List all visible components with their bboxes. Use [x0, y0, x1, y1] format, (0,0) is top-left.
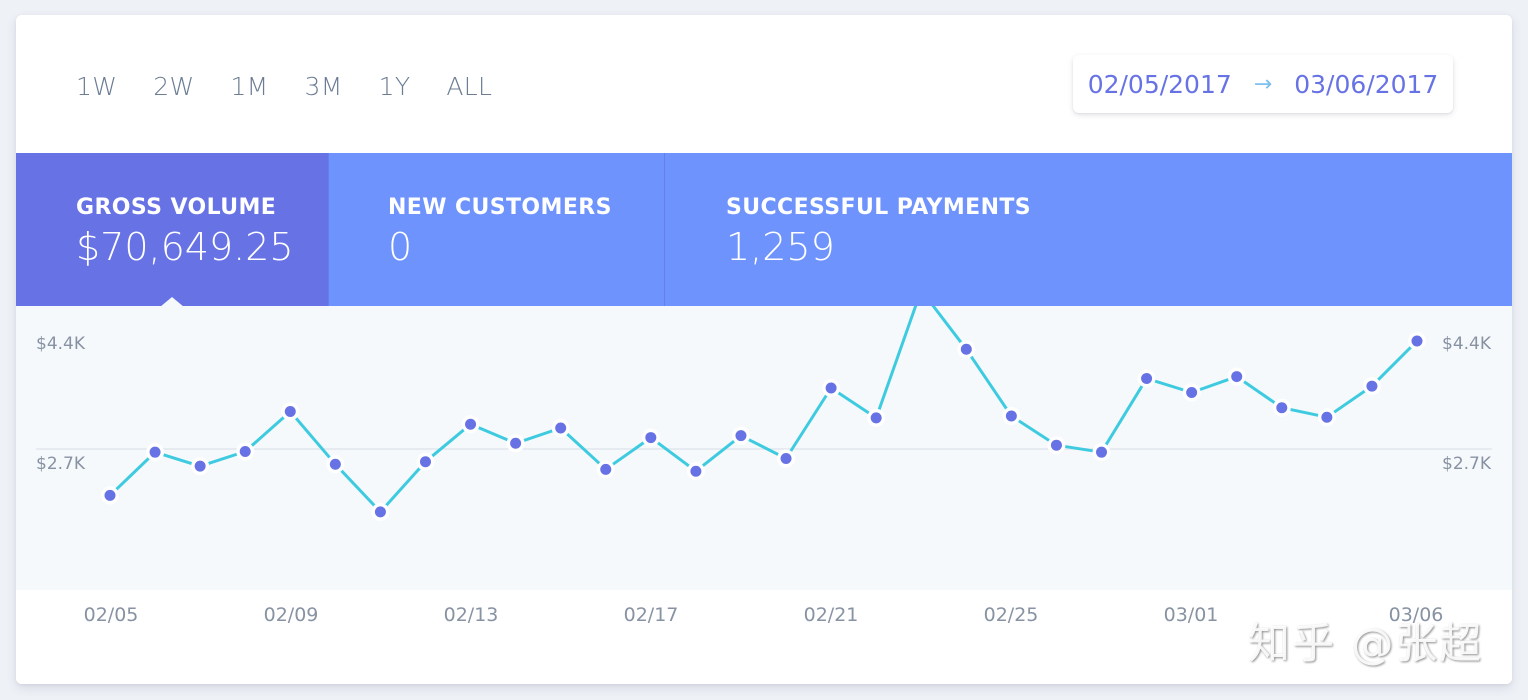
data-point[interactable]: [600, 463, 612, 475]
data-point[interactable]: [645, 432, 657, 444]
x-axis-label: 03/01: [1163, 604, 1219, 626]
watermark: 知乎 @张超: [1248, 619, 1484, 668]
range-all-button[interactable]: ALL: [446, 72, 493, 101]
y-axis-label-left-mid: $2.7K: [36, 454, 85, 474]
data-point[interactable]: [329, 458, 341, 470]
x-axis-label: 02/21: [803, 604, 859, 626]
data-point[interactable]: [1096, 446, 1108, 458]
data-point[interactable]: [555, 422, 567, 434]
data-point[interactable]: [419, 456, 431, 468]
data-point[interactable]: [194, 460, 206, 472]
data-point[interactable]: [239, 446, 251, 458]
data-point[interactable]: [1276, 402, 1288, 414]
data-point[interactable]: [1411, 335, 1423, 347]
tab-value: $70,649.25: [76, 225, 294, 269]
data-point[interactable]: [1321, 411, 1333, 423]
data-point[interactable]: [1050, 439, 1062, 451]
tab-gross-volume[interactable]: GROSS VOLUME $70,649.25: [16, 153, 329, 307]
tab-label: SUCCESSFUL PAYMENTS: [726, 195, 1032, 220]
data-point[interactable]: [1005, 410, 1017, 422]
data-point[interactable]: [825, 382, 837, 394]
x-axis-label: 02/25: [983, 604, 1039, 626]
range-2w-button[interactable]: 2W: [153, 72, 195, 101]
x-axis-label: 02/05: [83, 604, 139, 626]
y-axis-label-left-top: $4.4K: [36, 334, 85, 354]
data-point[interactable]: [780, 453, 792, 465]
data-point[interactable]: [465, 418, 477, 430]
start-date[interactable]: 02/05/2017: [1087, 69, 1232, 99]
metric-tabs: GROSS VOLUME $70,649.25 NEW CUSTOMERS 0 …: [16, 153, 1512, 307]
tab-value: 1,259: [726, 225, 835, 269]
tab-new-customers[interactable]: NEW CUSTOMERS 0: [329, 153, 665, 306]
range-selector: 1W 2W 1M 3M 1Y ALL: [76, 72, 528, 101]
volume-card: 1W 2W 1M 3M 1Y ALL 02/05/2017 → 03/06/20…: [16, 15, 1512, 684]
data-point[interactable]: [735, 430, 747, 442]
range-3m-button[interactable]: 3M: [304, 72, 343, 101]
range-1w-button[interactable]: 1W: [76, 72, 118, 101]
x-axis-label: 02/17: [623, 604, 679, 626]
data-point[interactable]: [284, 406, 296, 418]
x-axis-label: 03/06: [1388, 604, 1444, 626]
data-point[interactable]: [104, 489, 116, 501]
data-point[interactable]: [149, 446, 161, 458]
tab-label: GROSS VOLUME: [76, 195, 277, 220]
data-point[interactable]: [510, 437, 522, 449]
tab-label: NEW CUSTOMERS: [388, 195, 612, 220]
range-1y-button[interactable]: 1Y: [378, 72, 411, 101]
data-point[interactable]: [1186, 386, 1198, 398]
data-point[interactable]: [960, 343, 972, 355]
data-point[interactable]: [1141, 372, 1153, 384]
arrow-right-icon: →: [1253, 71, 1273, 97]
x-axis-label: 02/13: [443, 604, 499, 626]
chart-plot: [36, 306, 1492, 521]
series-line: [108, 306, 1419, 514]
data-point[interactable]: [870, 412, 882, 424]
end-date[interactable]: 03/06/2017: [1294, 69, 1439, 99]
data-point[interactable]: [1231, 371, 1243, 383]
toolbar: 1W 2W 1M 3M 1Y ALL 02/05/2017 → 03/06/20…: [16, 15, 1512, 153]
tab-successful-payments[interactable]: SUCCESSFUL PAYMENTS 1,259: [665, 153, 1512, 306]
tab-value: 0: [388, 225, 413, 269]
data-point[interactable]: [1366, 380, 1378, 392]
range-1m-button[interactable]: 1M: [230, 72, 269, 101]
data-point[interactable]: [374, 506, 386, 518]
line-chart: $4.4K $2.7K $4.4K $2.7K: [16, 306, 1512, 590]
x-axis-label: 02/09: [263, 604, 319, 626]
y-axis-label-right-mid: $2.7K: [1442, 454, 1491, 474]
x-axis: 02/05 02/09 02/13 02/17 02/21 02/25 03/0…: [16, 590, 1512, 684]
date-range-picker[interactable]: 02/05/2017 → 03/06/2017: [1073, 55, 1453, 113]
y-axis-label-right-top: $4.4K: [1442, 334, 1491, 354]
data-point[interactable]: [690, 465, 702, 477]
